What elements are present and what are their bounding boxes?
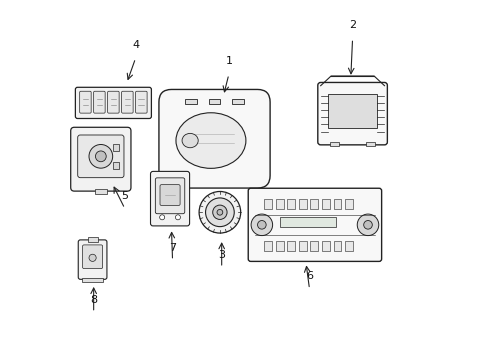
Bar [288,241,295,251]
Bar [330,142,339,146]
Circle shape [213,205,227,220]
Bar [276,199,284,209]
Text: 5: 5 [122,191,128,201]
FancyBboxPatch shape [94,91,105,113]
Circle shape [199,192,241,233]
FancyBboxPatch shape [318,82,388,145]
Bar [334,199,342,209]
Bar [113,144,119,150]
Ellipse shape [182,134,198,148]
Circle shape [96,151,106,162]
FancyBboxPatch shape [80,91,91,113]
FancyBboxPatch shape [150,171,190,226]
Circle shape [258,221,266,229]
FancyBboxPatch shape [78,240,107,279]
Bar [299,241,307,251]
Bar [322,199,330,209]
Circle shape [251,214,272,235]
FancyBboxPatch shape [82,245,102,269]
Bar [345,241,353,251]
FancyBboxPatch shape [136,91,147,113]
Text: 3: 3 [218,250,225,260]
Bar [276,241,284,251]
FancyBboxPatch shape [159,89,270,188]
Bar [299,199,307,209]
Bar [280,217,336,227]
Bar [82,278,103,282]
FancyBboxPatch shape [248,188,382,261]
Text: 4: 4 [132,40,139,50]
FancyBboxPatch shape [108,91,119,113]
Bar [209,99,221,104]
Bar [288,199,295,209]
Text: 8: 8 [90,295,97,305]
Bar [311,199,319,209]
Ellipse shape [176,113,246,168]
FancyBboxPatch shape [155,178,185,214]
FancyBboxPatch shape [75,87,151,118]
Text: 7: 7 [169,243,176,253]
Bar [95,189,107,194]
Circle shape [364,221,372,229]
Circle shape [357,214,379,235]
Circle shape [205,198,234,226]
Circle shape [89,144,113,168]
FancyBboxPatch shape [78,135,124,178]
Bar [366,142,375,146]
Bar [232,99,244,104]
Bar [88,237,98,242]
Circle shape [217,210,223,215]
Circle shape [89,254,96,261]
Bar [328,94,377,128]
Circle shape [160,215,165,220]
Bar [186,99,197,104]
Bar [334,241,342,251]
Bar [345,199,353,209]
FancyBboxPatch shape [160,185,180,206]
FancyBboxPatch shape [122,91,133,113]
Bar [113,162,119,168]
Text: 2: 2 [349,21,356,31]
Text: 6: 6 [306,271,313,282]
Text: 1: 1 [225,56,232,66]
Bar [322,241,330,251]
Circle shape [175,215,180,220]
FancyBboxPatch shape [71,127,131,191]
Bar [311,241,319,251]
Bar [265,241,272,251]
Bar [265,199,272,209]
